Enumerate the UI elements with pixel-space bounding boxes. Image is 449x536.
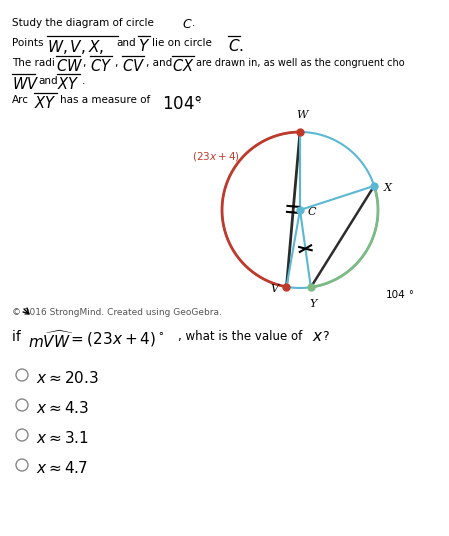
Text: $= (23x + 4)^\circ$: $= (23x + 4)^\circ$ [68, 330, 165, 348]
Text: $C.$: $C.$ [228, 38, 244, 54]
Text: $CV$: $CV$ [122, 58, 145, 74]
Text: .: . [82, 76, 85, 86]
Text: $C$: $C$ [182, 18, 193, 31]
Text: 104: 104 [386, 290, 406, 300]
Text: X: X [384, 183, 392, 193]
Text: .: . [198, 95, 201, 105]
Text: $m\widehat{VW}$: $m\widehat{VW}$ [28, 330, 74, 351]
Text: $Y$: $Y$ [138, 38, 150, 54]
Text: $XY$: $XY$ [57, 76, 79, 92]
Text: if: if [12, 330, 25, 344]
Text: $CW$: $CW$ [56, 58, 83, 74]
Text: $(23x + 4)$: $(23x + 4)$ [192, 150, 240, 163]
Text: $CX$: $CX$ [172, 58, 194, 74]
Text: $W, V, X,$: $W, V, X,$ [47, 38, 104, 56]
Text: $WV$: $WV$ [12, 76, 40, 92]
Text: lie on circle: lie on circle [152, 38, 212, 48]
Text: has a measure of: has a measure of [60, 95, 150, 105]
Text: , what is the value of: , what is the value of [178, 330, 302, 343]
Text: °: ° [408, 290, 413, 300]
Text: C: C [308, 207, 317, 217]
Text: © 2016 StrongMind. Created using GeoGebra.: © 2016 StrongMind. Created using GeoGebr… [12, 308, 222, 317]
Text: ?: ? [322, 330, 329, 343]
Text: W: W [296, 110, 308, 120]
Text: Y: Y [309, 299, 317, 309]
Text: $104°$: $104°$ [162, 95, 202, 113]
Text: Arc: Arc [12, 95, 29, 105]
Text: $x \approx 4.3$: $x \approx 4.3$ [36, 400, 89, 416]
Text: Study the diagram of circle: Study the diagram of circle [12, 18, 157, 28]
Text: ,: , [82, 58, 85, 68]
Text: , and: , and [146, 58, 172, 68]
Text: ,: , [114, 58, 117, 68]
Text: .: . [192, 18, 195, 28]
Text: and: and [116, 38, 136, 48]
Text: $x \approx 4.7$: $x \approx 4.7$ [36, 460, 88, 476]
Text: are drawn in, as well as the congruent cho: are drawn in, as well as the congruent c… [196, 58, 405, 68]
Text: $x$: $x$ [312, 330, 324, 344]
Text: Points: Points [12, 38, 44, 48]
Text: The radi: The radi [12, 58, 55, 68]
Text: V: V [270, 284, 278, 294]
Text: $XY$: $XY$ [34, 95, 57, 111]
Text: $x \approx 20.3$: $x \approx 20.3$ [36, 370, 99, 386]
Text: $CY$: $CY$ [90, 58, 112, 74]
Text: $x \approx 3.1$: $x \approx 3.1$ [36, 430, 89, 446]
Text: and: and [38, 76, 57, 86]
